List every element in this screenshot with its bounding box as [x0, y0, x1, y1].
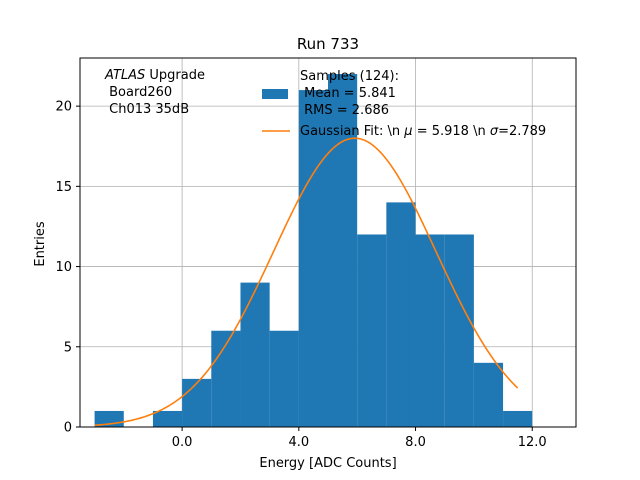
histogram-bar-4 [211, 330, 241, 427]
legend-fit-label: Gaussian Fit: \n μ = 5.918 \n σ=2.789 [300, 124, 546, 139]
histogram-bar-13 [473, 362, 504, 427]
histogram-bar-5 [240, 282, 270, 427]
legend-samples-line-2: Mean = 5.841 [300, 86, 396, 101]
legend-samples-line-3: RMS = 2.686 [300, 103, 389, 118]
fit-label-part-1: Gaussian Fit: \n [300, 124, 404, 139]
y-tick-label-4: 20 [55, 100, 72, 115]
annotation-line-3: Ch013 35dB [105, 102, 189, 117]
fit-label-sigma: σ [490, 124, 499, 139]
legend-bar-swatch [262, 89, 288, 99]
histogram-bar-8 [328, 74, 358, 427]
histogram-bar-12 [444, 234, 474, 427]
chart-title: Run 733 [297, 35, 359, 53]
histogram-bar-2 [152, 410, 183, 427]
annotation-line-1: ATLAS Upgrade [104, 68, 205, 83]
gaussian-fit-curve [94, 137, 519, 427]
fit-label-mu: μ [403, 124, 412, 139]
axes-frame [79, 57, 577, 428]
x-tick-label-3: 12.0 [518, 435, 547, 450]
annotation-italic: ATLAS [104, 68, 145, 83]
bars-layer [94, 74, 533, 427]
histogram-bar-10 [386, 202, 416, 427]
atlas-annotation: ATLAS Upgrade Board260 Ch013 35dB [104, 68, 205, 117]
x-tick-label-1: 4.0 [288, 435, 309, 450]
x-tick-label-0: 0.0 [172, 435, 193, 450]
y-tick-label-1: 5 [64, 340, 72, 355]
y-tick-label-2: 10 [55, 260, 72, 275]
fit-label-part-3: =2.789 [498, 124, 546, 139]
histogram-bar-7 [298, 90, 328, 427]
histogram-bar-9 [357, 234, 387, 427]
histogram-bar-6 [269, 330, 299, 427]
x-tick-label-2: 8.0 [405, 435, 426, 450]
annotation-line-2: Board260 [105, 85, 172, 100]
x-axis-label: Energy [ADC Counts] [259, 456, 396, 471]
histogram-bar-3 [182, 378, 212, 427]
ticks-layer: 0.0 4.0 8.0 12.0 0 5 10 15 20 [55, 100, 546, 450]
annotation-first-rest: Upgrade [145, 68, 205, 83]
legend-samples-line-1: Samples (124): [300, 69, 399, 84]
y-axis-label: Entries [33, 221, 48, 267]
fit-layer [94, 137, 519, 427]
histogram-bar-14 [503, 410, 533, 427]
y-tick-label-0: 0 [64, 421, 72, 436]
histogram-bar-11 [415, 234, 445, 427]
legend: Samples (124): Mean = 5.841 RMS = 2.686 … [262, 69, 546, 139]
fit-label-part-2: = 5.918 \n [413, 124, 490, 139]
y-tick-label-3: 15 [55, 180, 72, 195]
